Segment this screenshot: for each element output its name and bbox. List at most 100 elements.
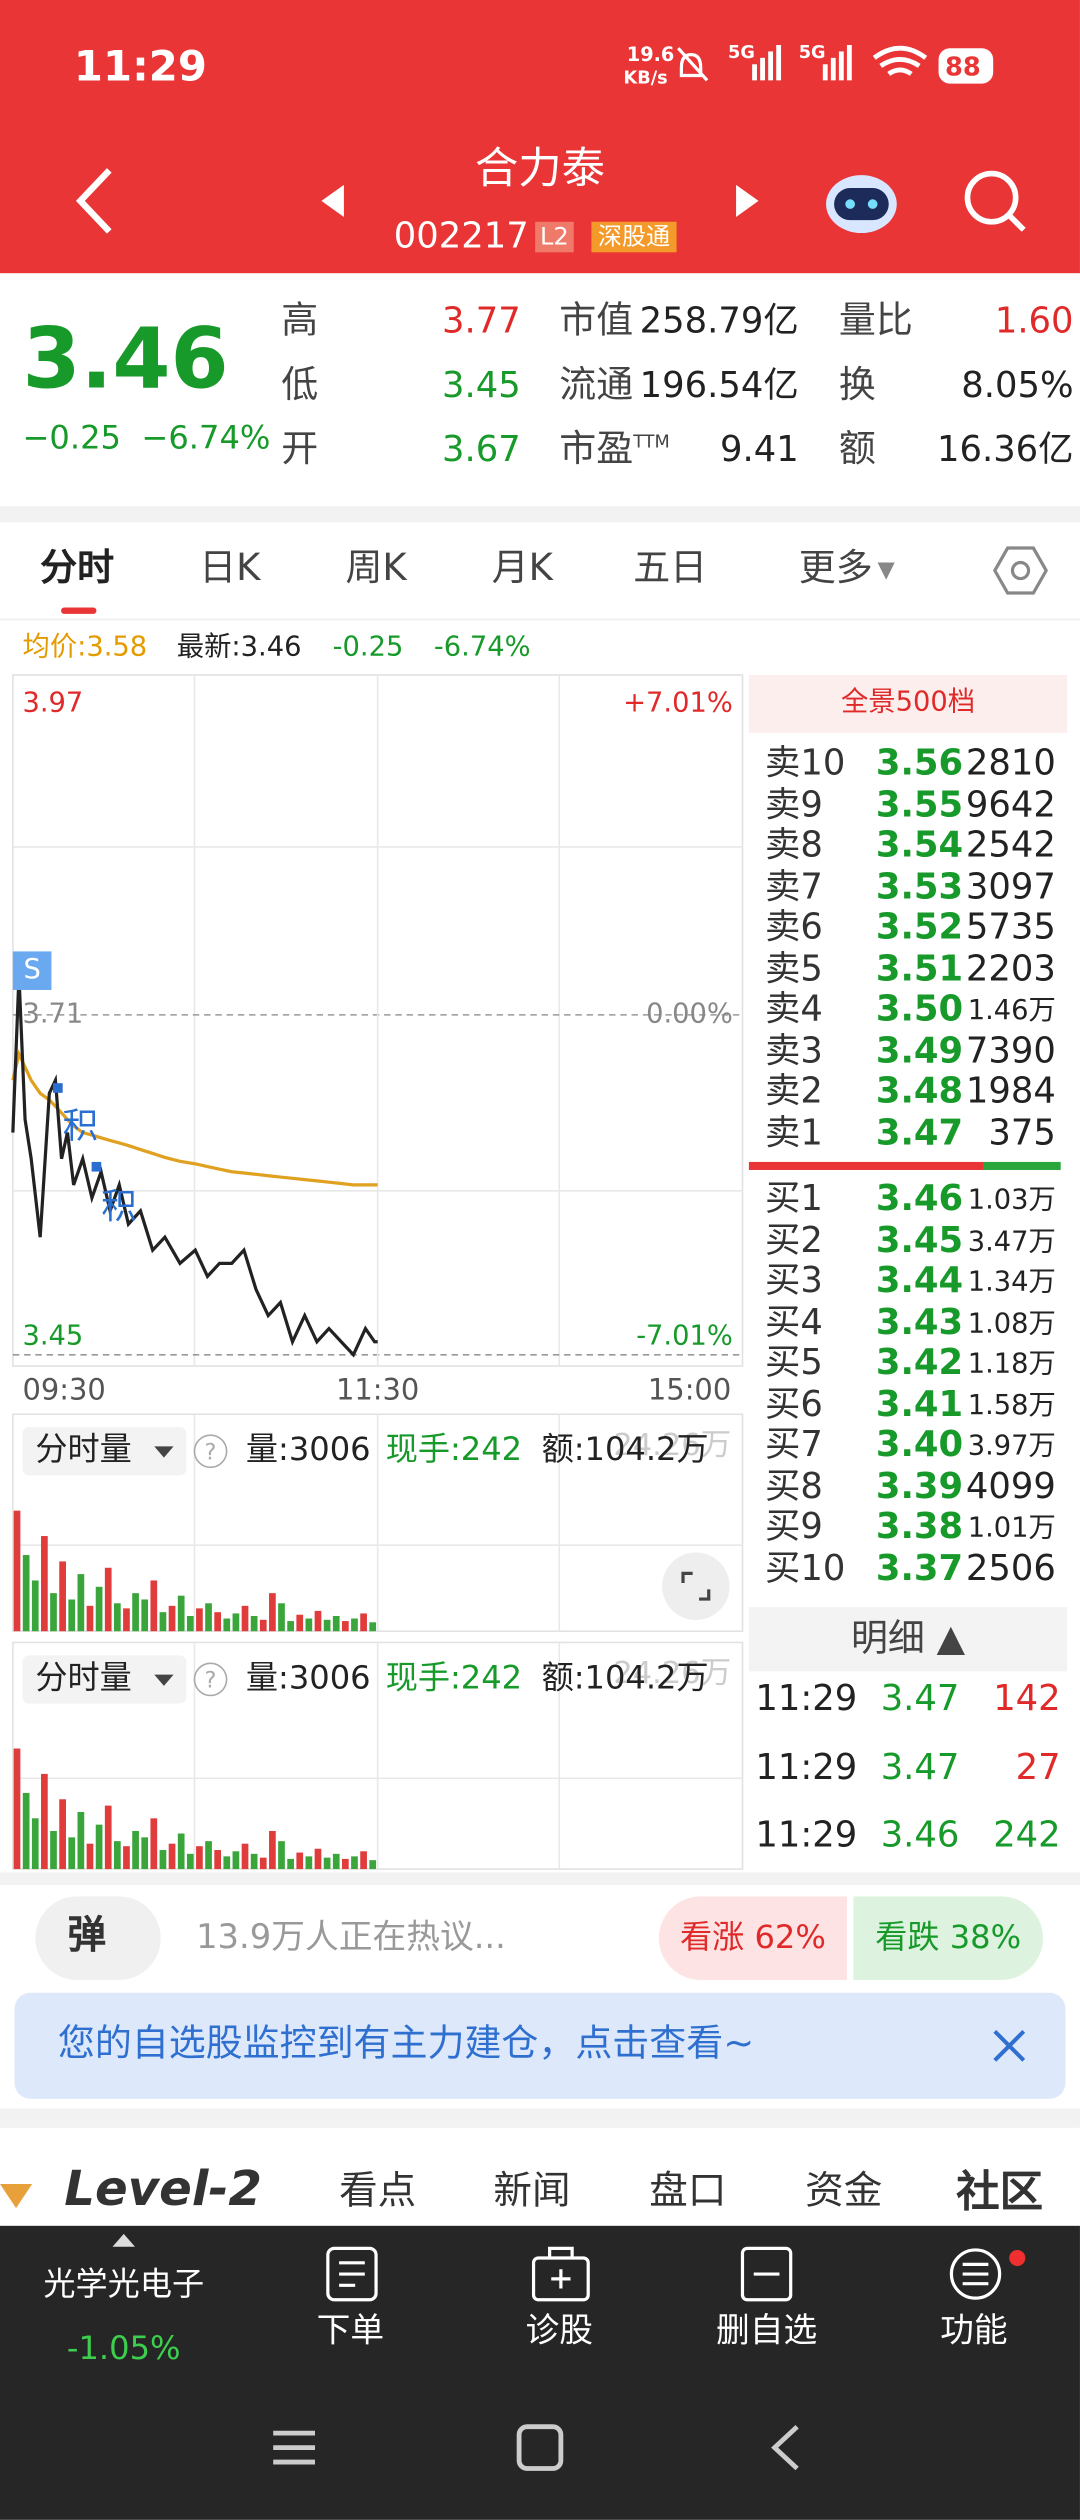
info-tab[interactable]: 看点 [339,2167,417,2213]
latest-change: -0.25 [332,631,404,664]
chart-tab[interactable]: 更多 [798,548,873,590]
bid-volume: 3.47万 [967,1225,1056,1258]
stat-label: 换 [838,364,876,407]
volume-turnover: 额:104.2万 [542,1658,709,1696]
ask-price: 3.47 [875,1112,964,1154]
chart-tab[interactable]: 五日 [633,548,708,590]
trades-title: 明细 ▲ [850,1618,966,1661]
next-stock[interactable] [736,184,759,217]
volume-bar [159,1612,167,1632]
volume-bar [77,1574,85,1632]
ask-level: 卖8 [764,826,823,867]
trade-time: 11:29 [755,1679,858,1720]
level2-icon [0,2184,33,2209]
danmaku-button[interactable] [35,1896,161,1980]
volume-bar [278,1841,285,1870]
status-time: 11:29 [73,43,207,92]
info-tab[interactable]: 资金 [805,2167,883,2213]
stock-name: 合力泰 [474,144,606,195]
bid-price: 3.44 [875,1261,964,1302]
annotation: S [23,954,40,985]
volume-bar [123,1846,130,1870]
price-change: −0.25 [22,417,122,457]
volume-selector[interactable] [22,1655,187,1704]
stat-value: 3.45 [441,366,521,407]
assistant-robot[interactable] [826,175,897,234]
volume-bar [369,1622,377,1632]
bid-price: 3.37 [875,1548,964,1589]
chart-tab[interactable]: 日K [199,548,261,590]
close-banner[interactable] [990,2027,1029,2066]
nav-item[interactable]: 删自选 [715,2311,818,2350]
annotation: 积 [63,1106,98,1147]
latest-price: 最新:3.46 [176,631,302,664]
ask-price: 3.48 [875,1071,964,1113]
chart-tab[interactable]: 周K [345,548,407,590]
bid-level: 买9 [764,1507,823,1548]
settings-button[interactable] [993,543,1048,598]
bear-vote[interactable] [853,1896,1044,1980]
intraday-chart: 3.97 3.71 3.45 +7.01% 0.00% -7.01% 09:30 11:30 1… [11,674,744,1870]
ask-level: 卖3 [764,1030,823,1072]
ask-volume: 2542 [965,826,1056,867]
battery-level: 88 [944,51,981,82]
bid-price: 3.38 [875,1507,964,1548]
ask-level: 卖7 [764,867,823,908]
stat-label: 量比 [838,300,913,343]
bid-volume: 1.58万 [967,1389,1056,1422]
trade-time: 11:29 [755,1816,858,1857]
volume-bar [186,1615,194,1632]
trade-volume: 142 [993,1679,1061,1720]
y-tick-label: 3.45 [22,1321,83,1352]
stat-value: 1.60 [994,302,1074,343]
chart-tab[interactable]: 分时 [40,548,115,590]
expand-button[interactable] [661,1551,732,1622]
volume-bar [205,1841,212,1870]
prev-stock[interactable] [321,184,344,217]
nav-item[interactable]: 诊股 [525,2311,594,2350]
info-tab[interactable]: 盘口 [649,2167,727,2213]
volume-bar [305,1856,313,1870]
stat-label: 高 [281,300,319,343]
volume-bar [241,1843,249,1870]
bid-volume: 1.01万 [967,1512,1056,1545]
ask-volume: 2810 [965,744,1056,785]
y2-tick-label: 0.00% [646,998,733,1029]
search-button[interactable] [964,170,1026,232]
volume-bar [132,1593,139,1632]
trade-price: 3.47 [880,1679,960,1720]
more-caret: ▼ [877,557,895,584]
bid-volume: 1.08万 [967,1307,1056,1340]
chart-tab[interactable]: 月K [491,548,553,590]
stat-value: 9.41 [720,430,799,471]
back-button[interactable] [75,168,112,234]
volume-bar [95,1824,103,1870]
nav-item[interactable]: 功能 [940,2311,1008,2350]
price-line [11,975,378,1358]
volume-hand: 现手:242 [386,1430,522,1468]
alert-banner[interactable] [14,1992,1066,2099]
info-tab[interactable]: 社区 [956,2167,1044,2218]
info-tab[interactable]: Level-2 [64,2161,262,2218]
bid-price: 3.43 [875,1302,964,1343]
volume-selector[interactable] [22,1427,187,1476]
ask-price: 3.49 [875,1030,964,1072]
ask-level: 卖6 [764,908,823,949]
ask-price: 3.51 [875,948,964,990]
volume-bar [296,1614,304,1632]
sector-name[interactable]: 光学光电子 [43,2264,205,2303]
discussion-text[interactable]: 13.9万人正在热议... [196,1917,506,1956]
info-tab[interactable]: 新闻 [493,2167,571,2213]
stat-label: 市盈TTM [559,429,670,471]
bear-vote-label: 看跌 38% [875,1917,1022,1956]
stat-label: 流通 [559,364,634,407]
bull-vote[interactable] [658,1896,847,1980]
stat-value: 16.36亿 [936,430,1074,471]
nav-item[interactable]: 下单 [316,2311,385,2350]
bid-level: 买6 [764,1384,823,1425]
ask-price: 3.50 [875,989,964,1031]
volume-bar [250,1615,258,1632]
signal-label: 5G [798,41,826,63]
bid-price: 3.40 [875,1425,964,1466]
volume-bar [360,1851,367,1870]
